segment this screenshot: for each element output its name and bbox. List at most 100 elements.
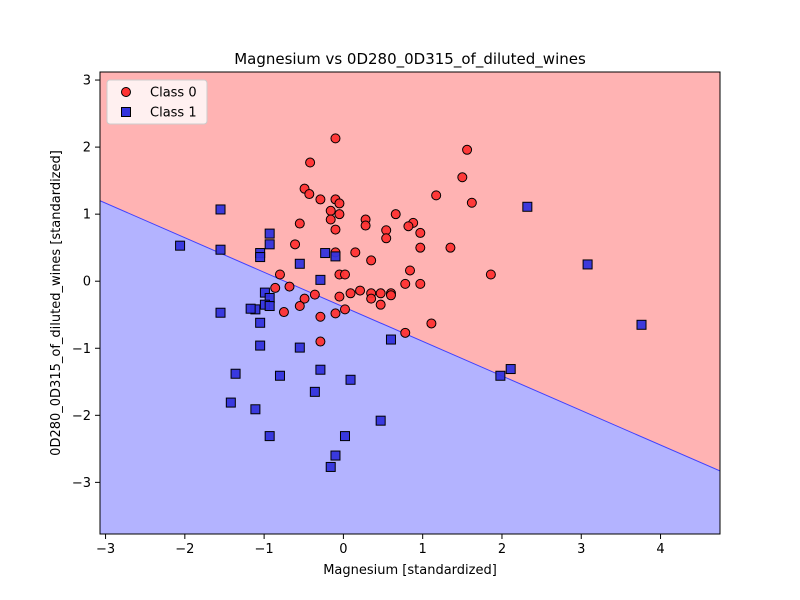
point-class-0 [400,278,411,289]
decision-regions [100,72,720,534]
point-class-0 [360,220,371,231]
data-points [175,133,647,472]
point-class-0 [466,197,477,208]
point-class-0 [315,336,326,347]
point-class-1 [175,240,186,251]
point-class-0 [350,247,361,258]
point-class-1 [294,258,305,269]
x-tick-label: 4 [656,542,664,557]
point-class-0 [339,269,350,280]
decision-boundary-line [100,200,720,472]
point-class-1 [215,244,226,255]
point-class-0 [315,194,326,205]
point-class-1 [245,303,256,314]
point-class-0 [415,227,426,238]
y-tick-label: −1 [72,342,91,357]
point-class-0 [278,307,289,318]
point-class-1 [309,386,320,397]
point-class-0 [355,285,366,296]
point-class-1 [225,397,236,408]
point-class-0 [345,288,356,299]
point-class-1 [274,370,285,381]
point-class-1 [255,252,266,263]
x-tick-label: −1 [255,542,274,557]
y-tick-label: 0 [83,275,91,290]
point-class-0 [366,255,377,266]
point-class-1 [325,461,336,472]
y-tick-label: −2 [72,409,91,424]
point-class-1 [505,364,516,375]
point-class-0 [431,190,442,201]
point-class-1 [339,431,350,442]
point-class-0 [309,289,320,300]
point-class-0 [375,288,386,299]
point-class-0 [400,327,411,338]
point-class-0 [330,224,341,235]
point-class-0 [315,311,326,322]
point-class-1 [294,342,305,353]
point-class-0 [299,293,310,304]
point-class-0 [339,304,350,315]
point-class-0 [334,291,345,302]
x-tick-label: −2 [175,542,194,557]
point-class-1 [264,239,275,250]
y-tick-label: 2 [83,141,91,156]
point-class-0 [334,209,345,220]
plot-frame [99,71,721,535]
point-class-1 [230,368,241,379]
point-class-0 [485,269,496,280]
point-class-0 [294,218,305,229]
point-class-0 [325,205,336,216]
y-axis-label: 0D280_0D315_of_diluted_wines [standardiz… [49,150,64,456]
point-class-0 [415,278,426,289]
point-class-1 [330,251,341,262]
point-class-0 [405,265,415,276]
point-class-0 [330,133,341,144]
point-class-1 [215,204,226,215]
point-class-1 [255,340,266,351]
y-tick-label: 1 [83,208,91,223]
point-class-1 [330,450,341,461]
point-class-0 [294,301,305,312]
legend-label-class-0: Class 0 [150,86,197,101]
legend-box [106,79,208,125]
point-class-1 [495,370,506,381]
y-tick-label: 3 [83,74,91,89]
legend-marker-class-0 [121,87,131,97]
point-class-0 [334,198,345,209]
point-class-0 [462,144,473,155]
region-class-1 [100,200,720,534]
point-class-0 [305,157,316,168]
point-class-0 [325,214,336,225]
point-class-0 [284,281,295,292]
point-class-1 [315,274,326,285]
legend-marker-class-1 [121,107,131,117]
point-class-1 [250,404,261,415]
x-tick-label: −3 [96,542,115,557]
x-tick-label: 3 [577,542,585,557]
legend: Class 0 Class 1 [106,79,208,125]
point-class-0 [330,308,341,319]
point-class-0 [390,209,401,220]
point-class-1 [636,319,647,330]
point-class-0 [385,290,396,301]
point-class-0 [457,172,468,183]
x-axis-label: Magnesium [standardized] [323,563,497,578]
point-class-1 [375,415,386,426]
point-class-1 [320,248,331,259]
point-class-0 [426,318,437,329]
point-class-0 [366,293,377,304]
point-class-1 [522,201,533,212]
point-class-1 [264,301,275,312]
point-class-1 [215,307,226,318]
point-class-0 [304,189,315,200]
point-class-0 [274,269,285,280]
point-class-0 [270,282,281,293]
x-tick-label: 0 [339,542,347,557]
point-class-1 [345,374,356,385]
point-class-0 [415,242,426,253]
chart-title: Magnesium vs 0D280_0D315_of_diluted_wine… [234,50,586,69]
x-tick-label: 2 [498,542,506,557]
